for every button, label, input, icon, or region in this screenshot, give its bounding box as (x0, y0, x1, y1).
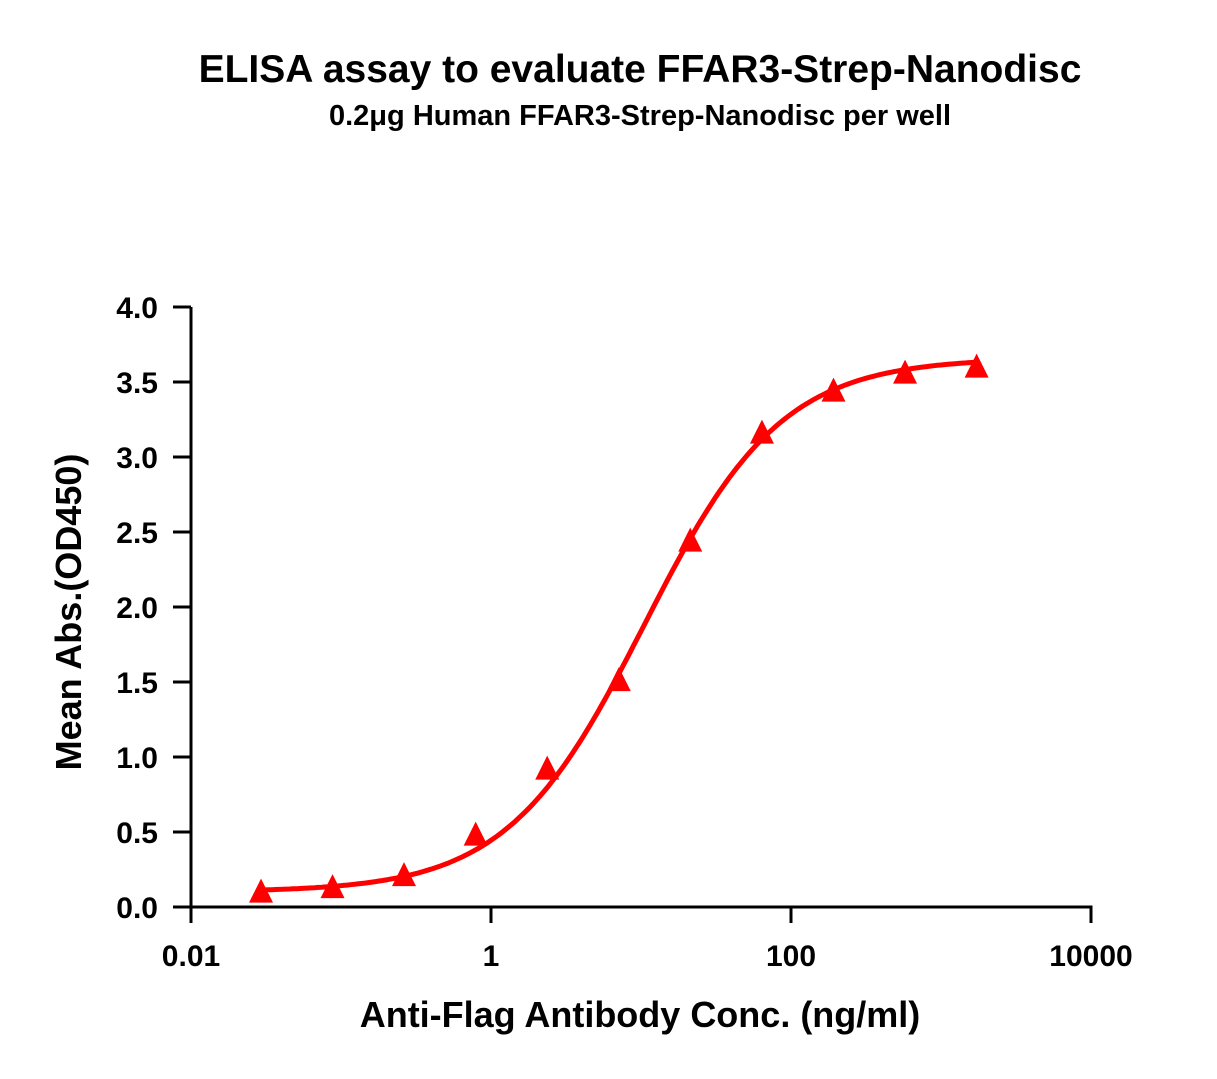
y-tick-label: 0.0 (116, 892, 158, 925)
y-tick-label: 1.5 (116, 667, 158, 700)
x-tick-label: 100 (766, 940, 816, 973)
y-tick-label: 3.0 (116, 442, 158, 475)
triangle-marker (893, 359, 918, 384)
triangle-marker (749, 419, 774, 444)
y-axis-title: Mean Abs.(OD450) (48, 454, 89, 771)
x-tick-label: 10000 (1049, 940, 1132, 973)
y-tick-label: 2.5 (116, 517, 158, 550)
triangle-marker (535, 755, 560, 780)
triangle-marker (821, 377, 846, 402)
fit-curve-path (260, 359, 977, 893)
y-tick-label: 4.0 (116, 292, 158, 325)
x-tick-label: 0.01 (162, 940, 220, 973)
y-tick-label: 2.0 (116, 592, 158, 625)
axes: 0.0 0.5 1.0 1.5 2.0 2.5 3.0 3.5 4.0 0.01 1 100 10000 (116, 292, 1132, 973)
fit-curve (260, 359, 977, 893)
y-tick-label: 1.0 (116, 742, 158, 775)
triangle-marker (320, 874, 345, 899)
triangle-marker (606, 667, 631, 692)
chart-subtitle: 0.2μg Human FFAR3-Strep-Nanodisc per wel… (328, 100, 952, 132)
triangle-marker (463, 821, 488, 846)
chart-title: ELISA assay to evaluate FFAR3-Strep-Nano… (198, 48, 1082, 91)
triangle-marker (964, 353, 989, 378)
y-tick-label: 3.5 (116, 367, 158, 400)
data-points (249, 353, 989, 903)
triangle-marker (678, 527, 703, 552)
x-tick-label: 1 (483, 940, 500, 973)
triangle-marker (391, 862, 416, 887)
x-axis-title: Anti-Flag Antibody Conc. (ng/ml) (360, 994, 921, 1035)
triangle-marker (249, 878, 274, 903)
y-tick-label: 0.5 (116, 817, 158, 850)
